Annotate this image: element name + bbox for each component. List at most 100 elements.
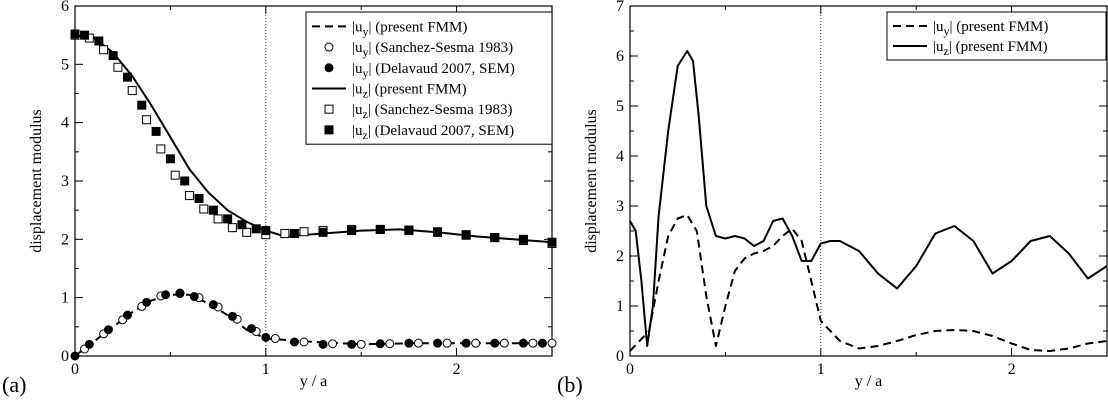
- data-point: [518, 234, 528, 244]
- y-tick-label: 1: [61, 290, 69, 307]
- legend-swatch: [324, 125, 334, 135]
- data-point: [404, 338, 414, 348]
- legend-box: [886, 11, 1107, 61]
- y-tick-label: 6: [616, 48, 624, 65]
- data-point: [547, 338, 557, 348]
- data-point: [299, 227, 309, 237]
- x-tick-label: 0: [626, 361, 634, 378]
- data-point: [299, 337, 309, 347]
- data-point: [280, 229, 290, 238]
- legend-entry: |uy| (Delavaud 2007, SEM): [352, 61, 515, 80]
- legend-entry: |uz| (Sanchez-Sesma 1983): [352, 102, 512, 121]
- chart-panel-a: 0 1 2 0 1 2 3 4 5 6 y / a displacement modulus |uy| …: [28, 0, 557, 390]
- data-point: [433, 338, 443, 348]
- legend: |uy| (present FMM)|uz| (present FMM): [886, 11, 1107, 61]
- y-tick-label: 3: [61, 173, 69, 190]
- x-tick-label: 0: [71, 361, 79, 378]
- data-point: [528, 338, 538, 348]
- y-tick-label: 0: [616, 348, 624, 365]
- y-tick-label: 5: [616, 98, 624, 115]
- x-tick-label: 2: [453, 361, 461, 378]
- data-point: [94, 36, 104, 46]
- data-point: [175, 289, 185, 299]
- data-point: [461, 338, 471, 348]
- data-point: [328, 339, 338, 349]
- legend-entry: |uz| (Delavaud 2007, SEM): [352, 123, 514, 142]
- data-point: [246, 324, 256, 334]
- legend-swatch: [324, 104, 334, 114]
- data-point: [113, 62, 123, 72]
- data-point: [213, 214, 223, 224]
- y-tick-label: 4: [61, 115, 69, 132]
- data-point: [156, 144, 166, 154]
- legend-entry: |uy| (present FMM): [352, 19, 467, 38]
- y-tick-label: 3: [616, 198, 624, 215]
- data-point: [103, 325, 113, 335]
- data-point: [375, 339, 385, 349]
- data-point: [289, 229, 299, 238]
- data-point: [237, 220, 247, 230]
- data-point: [80, 30, 90, 40]
- data-point: [208, 300, 218, 310]
- y-axis-label: displacement modulus: [28, 109, 45, 253]
- y-tick-label: 1: [616, 298, 624, 315]
- y-tick-label: 2: [61, 231, 69, 248]
- data-point: [242, 227, 252, 237]
- data-point: [223, 214, 233, 224]
- data-point: [251, 224, 261, 234]
- data-point: [471, 338, 481, 348]
- legend-swatch: [324, 42, 334, 52]
- legend-box: [305, 11, 553, 145]
- data-point: [461, 230, 471, 240]
- y-tick-label: 6: [61, 0, 69, 15]
- data-point: [194, 194, 204, 203]
- data-point: [170, 170, 180, 180]
- y-tick-label: 7: [616, 0, 624, 15]
- legend-entry: |uz| (present FMM): [352, 81, 467, 100]
- data-point: [261, 332, 271, 342]
- data-point: [442, 338, 452, 348]
- data-point: [161, 290, 171, 300]
- data-point: [537, 338, 547, 348]
- series-line: [629, 50, 1108, 347]
- data-point: [356, 339, 366, 349]
- data-point: [518, 338, 528, 348]
- data-point: [99, 45, 109, 55]
- data-point: [227, 311, 237, 321]
- data-point: [270, 334, 280, 343]
- legend-entry: |uz| (present FMM): [933, 39, 1048, 58]
- legend-entry: |uy| (Sanchez-Sesma 1983): [352, 40, 513, 59]
- data-point: [413, 338, 423, 348]
- y-tick-label: 5: [61, 56, 69, 73]
- data-point: [137, 100, 147, 110]
- y-tick-label: 4: [616, 148, 624, 165]
- data-point: [289, 337, 299, 347]
- series-line: [74, 293, 552, 357]
- data-point: [490, 338, 500, 348]
- data-point: [70, 351, 80, 361]
- data-point: [547, 237, 557, 247]
- data-point: [127, 86, 137, 96]
- data-point: [404, 225, 414, 235]
- data-point: [347, 226, 357, 236]
- data-point: [208, 205, 218, 215]
- chart-panel-b: 0 1 2 0 1 2 3 4 5 6 7 y / a displacement modulus |uy|…: [583, 0, 1108, 390]
- y-axis-label: displacement modulus: [583, 109, 600, 253]
- data-point: [318, 339, 328, 349]
- data-point: [84, 339, 94, 349]
- data-point: [227, 223, 237, 233]
- x-tick-label: 2: [1008, 361, 1016, 378]
- data-point: [261, 226, 271, 236]
- series-line: [629, 214, 1108, 352]
- data-point: [70, 29, 80, 39]
- data-point: [199, 204, 209, 214]
- data-point: [151, 126, 161, 136]
- data-point: [433, 227, 443, 237]
- x-axis-label: y / a: [855, 373, 883, 390]
- panel-label-b: (b): [557, 372, 583, 397]
- legend: |uy| (present FMM) |uy| (Sanchez-Sesma 19…: [305, 11, 553, 145]
- panel-label-a: (a): [2, 372, 26, 397]
- data-point: [108, 51, 118, 61]
- data-point: [385, 339, 395, 349]
